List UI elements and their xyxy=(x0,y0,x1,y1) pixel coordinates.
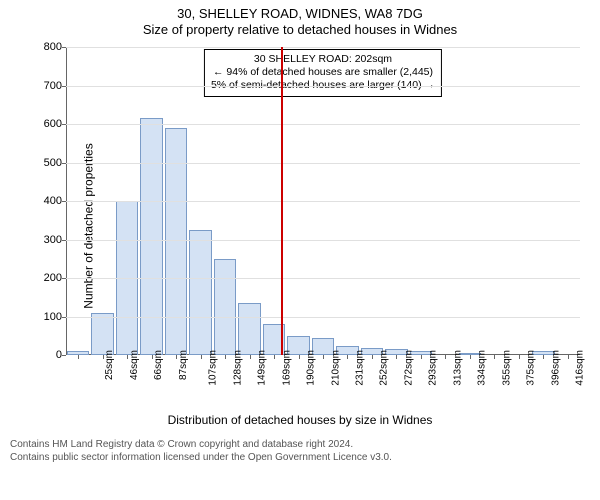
y-tick-label: 100 xyxy=(30,311,62,323)
x-tick-mark xyxy=(103,355,104,359)
x-tick-mark xyxy=(201,355,202,359)
x-tick-mark xyxy=(78,355,79,359)
x-tick-label: 231sqm xyxy=(355,350,366,386)
x-tick-label: 25sqm xyxy=(104,350,115,380)
x-tick-mark xyxy=(568,355,569,359)
plot-region: 30 SHELLEY ROAD: 202sqm← 94% of detached… xyxy=(66,47,580,355)
x-tick-mark xyxy=(494,355,495,359)
y-tick-label: 800 xyxy=(30,41,62,53)
footer: Contains HM Land Registry data © Crown c… xyxy=(10,439,590,464)
y-tick-mark xyxy=(62,355,66,356)
grid-line xyxy=(66,201,580,202)
bar xyxy=(91,313,114,355)
x-tick-label: 272sqm xyxy=(404,350,415,386)
y-tick-mark xyxy=(62,278,66,279)
page-title-line2: Size of property relative to detached ho… xyxy=(10,22,590,38)
x-tick-label: 416sqm xyxy=(575,350,586,386)
grid-line xyxy=(66,163,580,164)
x-tick-label: 293sqm xyxy=(428,350,439,386)
y-tick-label: 200 xyxy=(30,272,62,284)
x-tick-mark xyxy=(323,355,324,359)
x-tick-label: 210sqm xyxy=(330,350,341,386)
grid-line xyxy=(66,278,580,279)
y-tick-label: 600 xyxy=(30,118,62,130)
x-tick-label: 46sqm xyxy=(129,350,140,380)
y-tick-label: 500 xyxy=(30,157,62,169)
grid-line xyxy=(66,317,580,318)
x-tick-mark xyxy=(274,355,275,359)
x-tick-label: 149sqm xyxy=(257,350,268,386)
x-tick-mark xyxy=(250,355,251,359)
x-tick-label: 396sqm xyxy=(550,350,561,386)
footer-line-1: Contains HM Land Registry data © Crown c… xyxy=(10,439,590,452)
annotation-line: 30 SHELLEY ROAD: 202sqm xyxy=(211,53,435,66)
x-tick-mark xyxy=(299,355,300,359)
x-tick-label: 313sqm xyxy=(452,350,463,386)
x-axis-label: Distribution of detached houses by size … xyxy=(10,413,590,427)
annotation-box: 30 SHELLEY ROAD: 202sqm← 94% of detached… xyxy=(204,49,442,96)
page-title-line1: 30, SHELLEY ROAD, WIDNES, WA8 7DG xyxy=(10,6,590,22)
annotation-line: ← 94% of detached houses are smaller (2,… xyxy=(211,66,435,79)
x-tick-mark xyxy=(372,355,373,359)
footer-line-2: Contains public sector information licen… xyxy=(10,452,590,465)
chart-area: Number of detached properties 30 SHELLEY… xyxy=(10,41,590,411)
x-tick-label: 128sqm xyxy=(232,350,243,386)
x-tick-label: 375sqm xyxy=(526,350,537,386)
x-tick-mark xyxy=(421,355,422,359)
y-tick-label: 700 xyxy=(30,80,62,92)
x-tick-mark xyxy=(470,355,471,359)
x-tick-label: 334sqm xyxy=(477,350,488,386)
x-tick-label: 87sqm xyxy=(178,350,189,380)
x-tick-mark xyxy=(152,355,153,359)
y-tick-label: 400 xyxy=(30,195,62,207)
x-tick-mark xyxy=(396,355,397,359)
x-tick-mark xyxy=(347,355,348,359)
x-tick-label: 107sqm xyxy=(208,350,219,386)
x-tick-mark xyxy=(225,355,226,359)
marker-line xyxy=(281,47,283,355)
bar xyxy=(189,230,212,355)
y-tick-mark xyxy=(62,201,66,202)
x-tick-label: 169sqm xyxy=(281,350,292,386)
x-tick-mark xyxy=(445,355,446,359)
x-tick-mark xyxy=(176,355,177,359)
chart-container: 30, SHELLEY ROAD, WIDNES, WA8 7DG Size o… xyxy=(0,0,600,500)
y-tick-label: 0 xyxy=(30,349,62,361)
x-tick-label: 66sqm xyxy=(153,350,164,380)
y-tick-mark xyxy=(62,47,66,48)
grid-line xyxy=(66,47,580,48)
y-tick-mark xyxy=(62,124,66,125)
y-tick-label: 300 xyxy=(30,234,62,246)
x-tick-mark xyxy=(543,355,544,359)
y-tick-mark xyxy=(62,317,66,318)
x-tick-label: 355sqm xyxy=(501,350,512,386)
y-tick-mark xyxy=(62,86,66,87)
grid-line xyxy=(66,86,580,87)
grid-line xyxy=(66,240,580,241)
x-tick-mark xyxy=(519,355,520,359)
x-tick-mark xyxy=(127,355,128,359)
grid-line xyxy=(66,124,580,125)
x-tick-label: 252sqm xyxy=(379,350,390,386)
bar xyxy=(238,303,261,355)
bar xyxy=(214,259,237,355)
x-tick-label: 190sqm xyxy=(306,350,317,386)
y-tick-mark xyxy=(62,240,66,241)
y-tick-mark xyxy=(62,163,66,164)
bar xyxy=(140,118,163,355)
